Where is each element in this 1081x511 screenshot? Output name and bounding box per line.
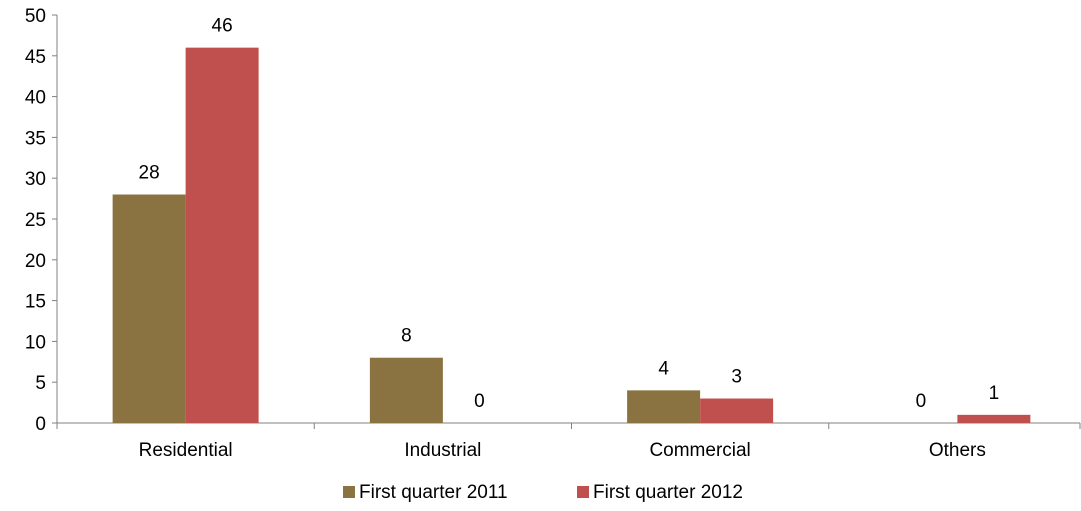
x-category-label: Commercial xyxy=(649,440,750,461)
bar-1 xyxy=(627,390,701,423)
data-label: 8 xyxy=(401,326,412,347)
y-tick-label: 5 xyxy=(35,373,46,394)
y-tick-label: 35 xyxy=(25,128,46,149)
legend: First quarter 2011 First quarter 2012 xyxy=(343,482,743,503)
y-tick-label: 20 xyxy=(25,251,46,272)
y-tick-label: 15 xyxy=(25,292,46,313)
bar-1 xyxy=(112,194,186,423)
data-label: 28 xyxy=(139,163,160,184)
data-label: 0 xyxy=(916,391,927,412)
y-tick-label: 25 xyxy=(25,210,46,231)
data-label: 0 xyxy=(474,391,485,412)
data-labels: 28 46 8 0 4 3 0 1 xyxy=(139,16,1000,412)
y-tick-label: 0 xyxy=(35,414,46,435)
bars xyxy=(112,47,1031,423)
bar-1 xyxy=(369,357,443,423)
y-tick-label: 10 xyxy=(25,332,46,353)
x-category-label: Industrial xyxy=(404,440,481,461)
data-label: 46 xyxy=(212,16,233,37)
y-tick-label: 45 xyxy=(25,47,46,68)
legend-swatch xyxy=(343,486,355,498)
bar-2 xyxy=(957,414,1031,423)
legend-swatch xyxy=(577,486,589,498)
y-tick-label: 40 xyxy=(25,88,46,109)
data-label: 3 xyxy=(731,367,742,388)
x-category-label: Residential xyxy=(139,440,233,461)
legend-label: First quarter 2012 xyxy=(593,482,743,503)
y-tick-label: 50 xyxy=(25,6,46,27)
bar-2 xyxy=(700,398,774,423)
y-tick-label: 30 xyxy=(25,169,46,190)
legend-label: First quarter 2011 xyxy=(359,482,508,503)
data-label: 1 xyxy=(989,383,1000,404)
x-category-label: Others xyxy=(929,440,986,461)
data-label: 4 xyxy=(658,358,669,379)
bar-2 xyxy=(185,47,259,423)
